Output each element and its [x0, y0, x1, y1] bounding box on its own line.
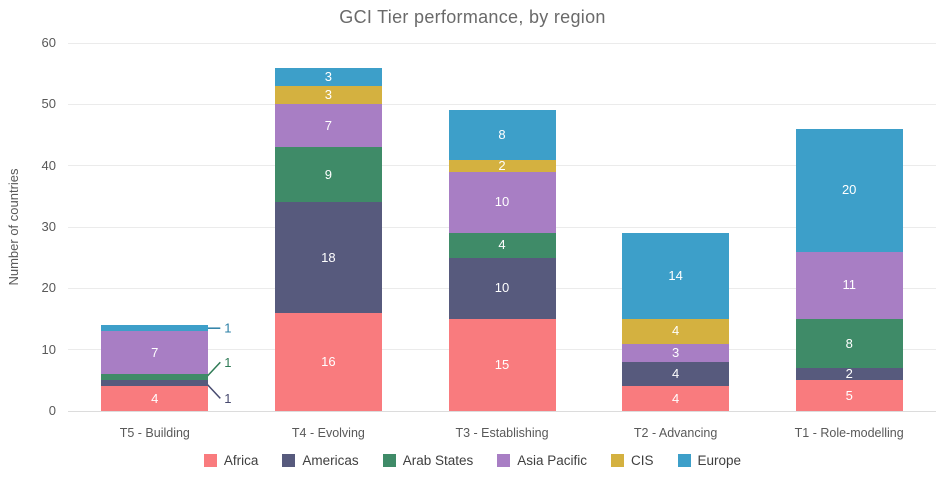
- segment-value-label: 10: [494, 194, 510, 210]
- segment-value-label: 11: [842, 277, 856, 293]
- segment-value-label: 4: [671, 366, 680, 382]
- legend-item-americas: Americas: [282, 453, 359, 468]
- segment-value-label: 4: [151, 390, 159, 406]
- legend-swatch-icon: [677, 454, 691, 467]
- legend-swatch-icon: [497, 454, 511, 467]
- bar-segment-africa: 5: [795, 380, 903, 411]
- bar-segment-asia-pacific: 11: [795, 251, 903, 319]
- callout-value-label: 1: [224, 355, 231, 370]
- legend-item-asia-pacific: Asia Pacific: [497, 453, 587, 468]
- bar-segment-cis: 4: [622, 319, 730, 344]
- bar-segment-europe: 8: [448, 110, 556, 160]
- legend-item-arab-states: Arab States: [382, 453, 474, 468]
- x-axis-label-3: T3 - Establishing: [455, 426, 549, 440]
- bar-segment-americas: [101, 380, 209, 387]
- segment-value-label: 4: [671, 323, 680, 339]
- chart-title: GCI Tier performance, by region: [339, 7, 606, 27]
- segment-value-label: 7: [324, 117, 332, 133]
- y-tick-label-40: 40: [41, 157, 56, 173]
- x-axis-label-2: T4 - Evolving: [291, 426, 365, 440]
- callout-line-americas: [205, 382, 221, 399]
- x-axis-label-4: T2 - Advancing: [633, 426, 718, 440]
- bar-segment-americas: 18: [274, 202, 382, 313]
- bar-segment-americas: 2: [795, 366, 903, 382]
- legend-swatch-icon: [282, 454, 296, 467]
- callout-value-label: 1: [224, 321, 231, 336]
- bar-segment-asia-pacific: 7: [274, 104, 382, 148]
- segment-value-label: 14: [668, 268, 683, 284]
- segment-value-label: 15: [494, 357, 510, 372]
- segment-value-label: 3: [324, 68, 332, 84]
- segment-value-label: 9: [324, 166, 332, 182]
- legend-label: Americas: [302, 453, 359, 468]
- segment-value-label: 7: [151, 344, 159, 360]
- y-tick-label-10: 10: [41, 341, 56, 357]
- segment-value-label: 3: [671, 344, 680, 360]
- bar-segment-africa: 15: [448, 319, 556, 411]
- bar-segment-cis: 2: [448, 157, 556, 173]
- bar-segment-asia-pacific: 3: [622, 343, 730, 362]
- x-axis-label-5: T1 - Role-modelling: [794, 426, 904, 440]
- callout-value-label: 1: [224, 391, 231, 406]
- bar-segment-arab-states: 8: [795, 319, 903, 369]
- segment-value-label: 5: [845, 387, 853, 403]
- legend-item-europe: Europe: [677, 453, 742, 468]
- y-tick-label-20: 20: [41, 280, 56, 296]
- bar-segment-arab-states: [101, 374, 209, 381]
- segment-value-label: 4: [671, 390, 680, 406]
- segment-value-label: 4: [498, 237, 506, 253]
- bar-segment-arab-states: 9: [274, 147, 382, 203]
- legend-swatch-icon: [611, 454, 625, 467]
- legend-label: Arab States: [402, 453, 474, 468]
- gridline-50: [68, 103, 936, 105]
- bar-segment-arab-states: 4: [448, 233, 556, 258]
- legend-label: CIS: [631, 453, 654, 468]
- segment-value-label: 10: [494, 280, 510, 296]
- legend-label: Africa: [223, 453, 259, 468]
- bar-segment-americas: 10: [448, 257, 556, 319]
- bar-segment-europe: 3: [274, 67, 382, 86]
- y-tick-label-30: 30: [41, 219, 56, 234]
- legend-label: Asia Pacific: [517, 453, 588, 468]
- segment-value-label: 3: [324, 87, 332, 103]
- bar-segment-asia-pacific: 7: [101, 331, 209, 375]
- segment-value-label: 20: [841, 182, 857, 198]
- y-tick-label-50: 50: [41, 96, 56, 112]
- bar-segment-africa: 16: [274, 312, 382, 411]
- bar-segment-cis: 3: [274, 85, 382, 105]
- legend-label: Europe: [697, 453, 742, 468]
- legend-swatch-icon: [382, 454, 396, 467]
- legend-item-africa: Africa: [203, 453, 259, 468]
- legend-swatch-icon: [203, 454, 217, 467]
- segment-value-label: 16: [321, 353, 336, 369]
- bar-segment-americas: 4: [622, 361, 730, 387]
- gridline-60: [68, 42, 936, 44]
- y-tick-label-0: 0: [48, 403, 56, 418]
- gridline-0: [68, 410, 936, 412]
- x-axis-label-1: T5 - Building: [119, 426, 190, 440]
- bar-segment-africa: 4: [101, 386, 209, 411]
- bar-segment-europe: 14: [622, 233, 730, 319]
- callout-line-arab-states: [205, 361, 221, 378]
- segment-value-label: 2: [498, 157, 506, 173]
- segment-value-label: 2: [845, 366, 853, 382]
- bar-segment-europe: 20: [795, 128, 903, 252]
- legend-item-cis: CIS: [611, 453, 654, 468]
- segment-value-label: 8: [845, 335, 853, 351]
- segment-value-label: 8: [498, 126, 506, 142]
- bar-segment-asia-pacific: 10: [448, 171, 556, 234]
- legend: Africa Americas Arab States Asia Pacific CIS…: [0, 453, 945, 468]
- y-tick-label-60: 60: [41, 35, 56, 50]
- bar-segment-africa: 4: [622, 386, 730, 411]
- bar-segment-europe: [101, 325, 209, 332]
- segment-value-label: 18: [321, 249, 336, 265]
